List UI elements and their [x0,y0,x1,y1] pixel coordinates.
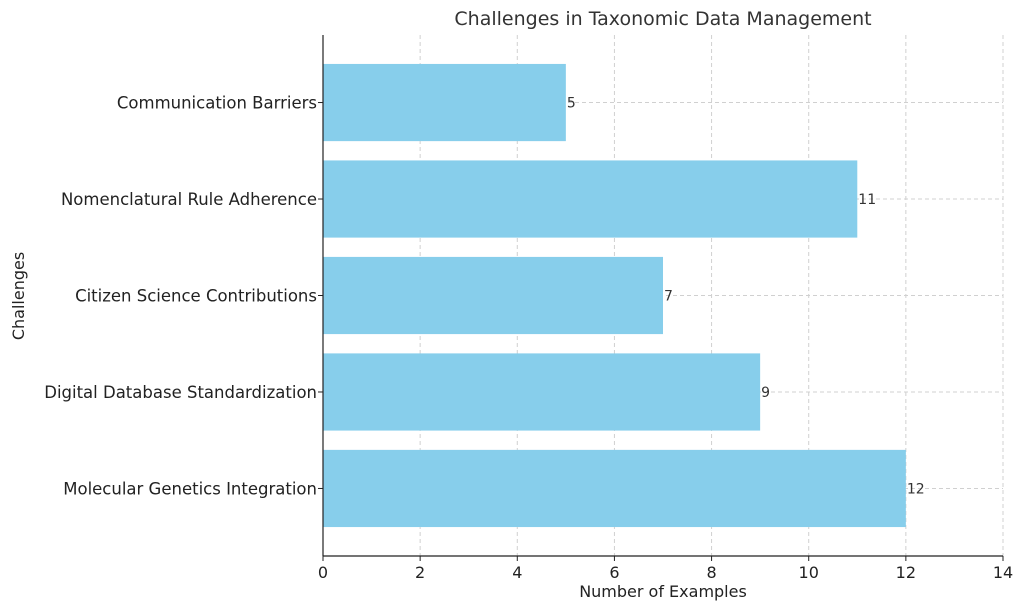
bars: 12 9 7 11 5 [323,63,925,528]
bar [323,160,858,238]
x-tick-label: 4 [512,563,522,582]
y-axis-title: Challenges [9,252,28,340]
x-axis-title: Number of Examples [579,582,747,601]
chart-title: Challenges in Taxonomic Data Management [454,8,871,30]
bar-value-label: 12 [907,481,925,497]
bar [323,63,566,142]
bar [323,256,663,335]
y-category-label: Communication Barriers [117,94,317,113]
bar-value-label: 9 [761,385,770,401]
x-tick-label: 14 [993,563,1013,582]
x-tick-label: 12 [896,563,916,582]
bar-value-label: 5 [567,96,576,112]
y-category-label: Citizen Science Contributions [75,287,317,306]
x-tick-label: 6 [609,563,619,582]
y-category-label: Nomenclatural Rule Adherence [61,190,317,209]
bar-value-label: 11 [858,192,876,208]
bar-value-label: 7 [664,289,673,305]
tick-labels: 0 2 4 6 8 10 12 14 Molecular Genetics Integratio… [44,94,1013,582]
x-tick-label: 0 [318,563,328,582]
x-tick-label: 8 [706,563,716,582]
x-tick-label: 10 [799,563,819,582]
y-category-label: Digital Database Standardization [44,383,317,402]
bar [323,353,761,431]
x-tick-label: 2 [415,563,425,582]
y-category-label: Molecular Genetics Integration [63,479,317,498]
bar [323,449,906,528]
